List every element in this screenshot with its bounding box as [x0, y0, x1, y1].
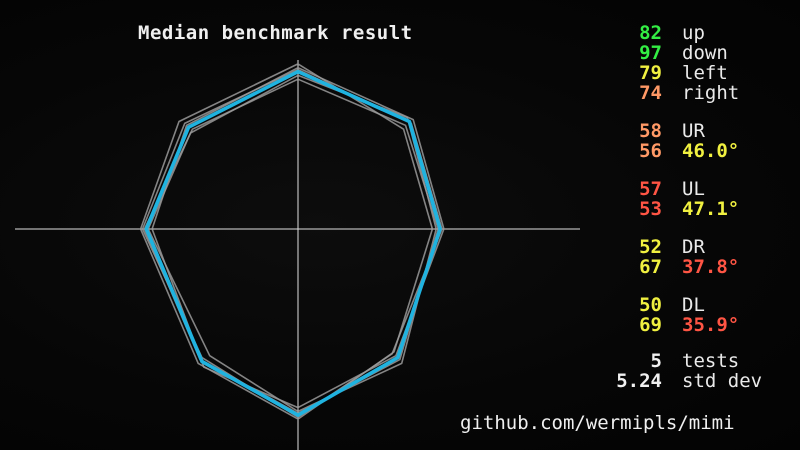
stat-row-ur-angle: 56 46.0° [596, 141, 796, 161]
stat-row-right: 74 right [596, 83, 796, 103]
stddev-value: 5.24 [616, 370, 662, 392]
stat-row-dr-angle: 67 37.8° [596, 257, 796, 277]
stat-dl-label: DL [682, 294, 705, 316]
stat-down-label: down [682, 42, 728, 64]
stat-dr-angle-value: 67 [639, 256, 662, 278]
repo-url: github.com/wermipls/mimi [460, 412, 735, 434]
stat-down-value: 97 [639, 42, 662, 64]
stat-ul-label: UL [682, 178, 705, 200]
stddev-label: std dev [682, 370, 763, 392]
stat-row-up: 82 up [596, 23, 796, 43]
stat-row-down: 97 down [596, 43, 796, 63]
stat-left-label: left [682, 62, 728, 84]
stat-dr-label: DR [682, 236, 705, 258]
stat-row-tests: 5 tests [596, 351, 796, 371]
stat-row-dr: 52 DR [596, 237, 796, 257]
tests-label: tests [682, 350, 740, 372]
stat-ul-value: 57 [639, 178, 662, 200]
stat-dr-angle: 37.8° [682, 256, 740, 278]
stat-dl-angle: 35.9° [682, 314, 740, 336]
stat-right-value: 74 [639, 82, 662, 104]
stat-ur-angle: 46.0° [682, 140, 740, 162]
stat-right-label: right [682, 82, 740, 104]
stat-up-value: 82 [639, 22, 662, 44]
stat-row-left: 79 left [596, 63, 796, 83]
stat-row-ul-angle: 53 47.1° [596, 199, 796, 219]
chart-title: Median benchmark result [138, 22, 413, 44]
plot-axes [15, 60, 580, 450]
tests-count: 5 [650, 350, 662, 372]
stat-ur-value: 58 [639, 120, 662, 142]
stat-ul-angle: 47.1° [682, 198, 740, 220]
stat-left-value: 79 [639, 62, 662, 84]
median-polygon-group [144, 69, 442, 418]
stat-dr-value: 52 [639, 236, 662, 258]
stat-row-dl-angle: 69 35.9° [596, 315, 796, 335]
stat-row-ul: 57 UL [596, 179, 796, 199]
stat-ur-angle-value: 56 [639, 140, 662, 162]
stat-dl-angle-value: 69 [639, 314, 662, 336]
stat-dl-value: 50 [639, 294, 662, 316]
stat-row-ur: 58 UR [596, 121, 796, 141]
stat-row-stddev: 5.24 std dev [596, 371, 796, 391]
stat-up-label: up [682, 22, 705, 44]
benchmark-plot [15, 60, 580, 450]
stat-ur-label: UR [682, 120, 705, 142]
stats-panel: 82 up 97 down 79 left 74 right 58 UR 56 46.0° … [596, 23, 796, 391]
stat-row-dl: 50 DL [596, 295, 796, 315]
stat-ul-angle-value: 53 [639, 198, 662, 220]
median-polygon [144, 69, 442, 418]
